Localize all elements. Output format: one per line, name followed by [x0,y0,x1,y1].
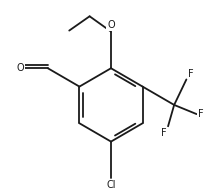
Text: F: F [198,109,203,119]
Text: O: O [107,20,115,30]
Text: Cl: Cl [106,180,116,190]
Text: F: F [161,127,167,137]
Text: O: O [17,63,24,73]
Text: F: F [188,69,193,79]
